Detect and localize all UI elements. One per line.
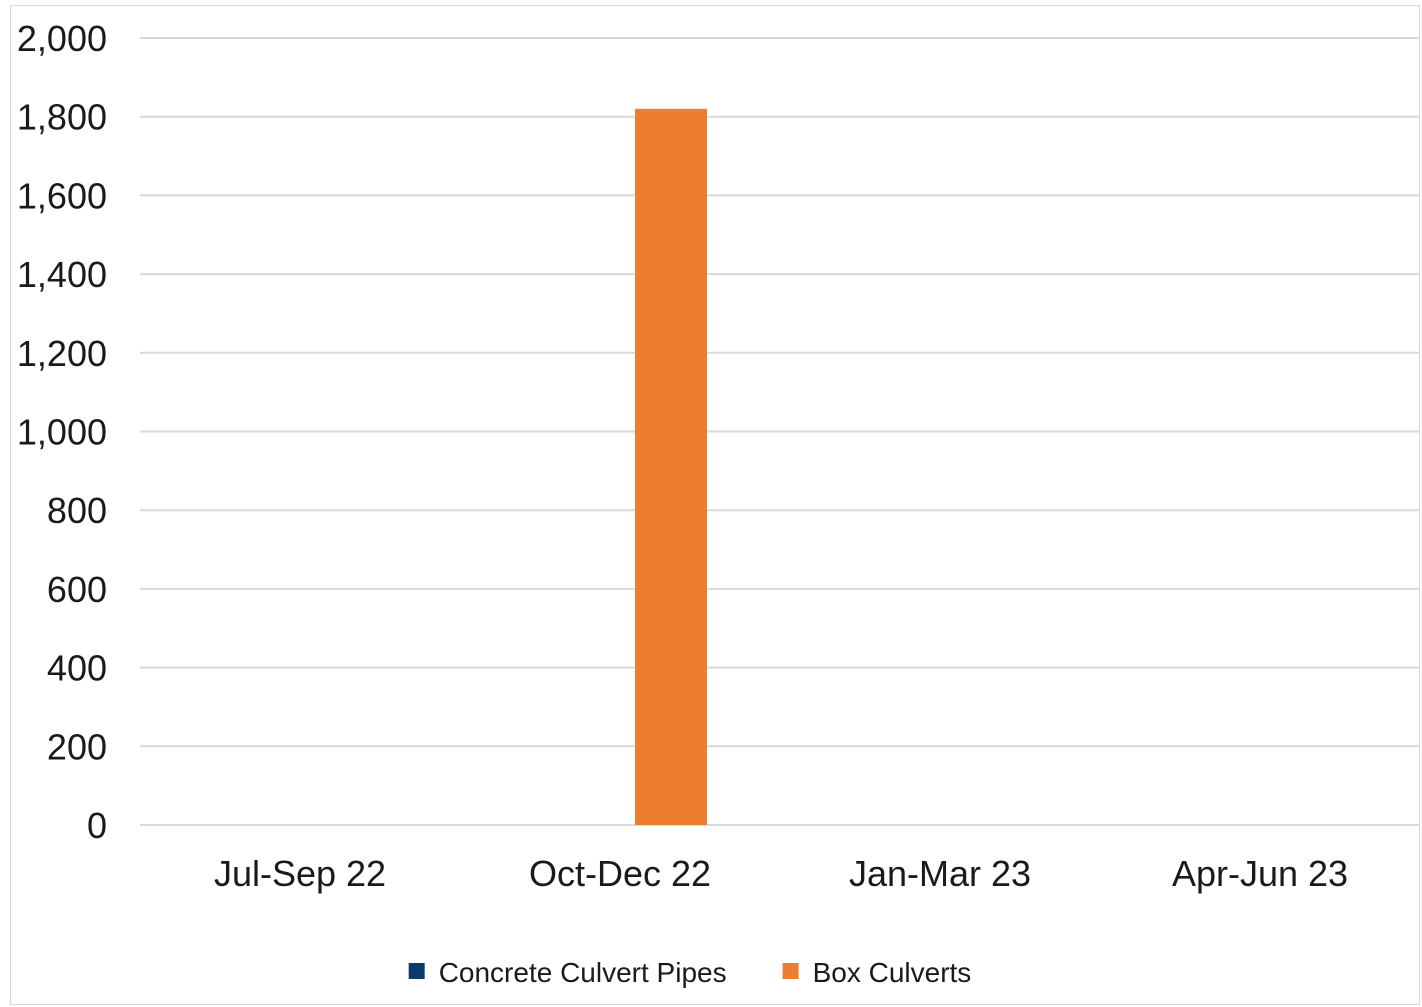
- chart-frame: [10, 5, 1420, 1005]
- y-tick-label: 1,800: [17, 97, 107, 138]
- y-tick-label: 1,200: [17, 333, 107, 374]
- y-tick-label: 200: [47, 726, 107, 767]
- legend-item-concrete-culvert-pipes: Concrete Culvert Pipes: [408, 957, 727, 988]
- y-tick-label: 400: [47, 648, 107, 689]
- legend-label: Box Culverts: [813, 957, 972, 988]
- y-tick-label: 1,600: [17, 175, 107, 216]
- y-tick-label: 0: [87, 805, 107, 846]
- x-tick-label: Jan-Mar 23: [849, 853, 1031, 894]
- y-axis-tick-labels: 0 200 400 600 800 1,000 1,200 1,400 1,600 1,800 2,…: [17, 18, 107, 846]
- x-tick-label: Oct-Dec 22: [529, 853, 711, 894]
- y-tick-label: 1,000: [17, 412, 107, 453]
- y-tick-label: 2,000: [17, 18, 107, 59]
- legend-label: Concrete Culvert Pipes: [439, 957, 727, 988]
- legend-item-box-culverts: Box Culverts: [782, 957, 972, 988]
- y-tick-label: 1,400: [17, 254, 107, 295]
- bar-box-culverts-1: [635, 108, 707, 825]
- legend-swatch: [408, 963, 425, 979]
- bars: [635, 108, 707, 825]
- legend-swatch: [782, 963, 799, 979]
- x-axis-tick-labels: Jul-Sep 22 Oct-Dec 22 Jan-Mar 23 Apr-Jun 23: [214, 853, 1348, 894]
- y-tick-label: 600: [47, 569, 107, 610]
- x-tick-label: Jul-Sep 22: [214, 853, 386, 894]
- gridlines: [140, 37, 1420, 826]
- y-tick-label: 800: [47, 490, 107, 531]
- x-tick-label: Apr-Jun 23: [1172, 853, 1348, 894]
- legend: Concrete Culvert Pipes Box Culverts: [408, 957, 972, 988]
